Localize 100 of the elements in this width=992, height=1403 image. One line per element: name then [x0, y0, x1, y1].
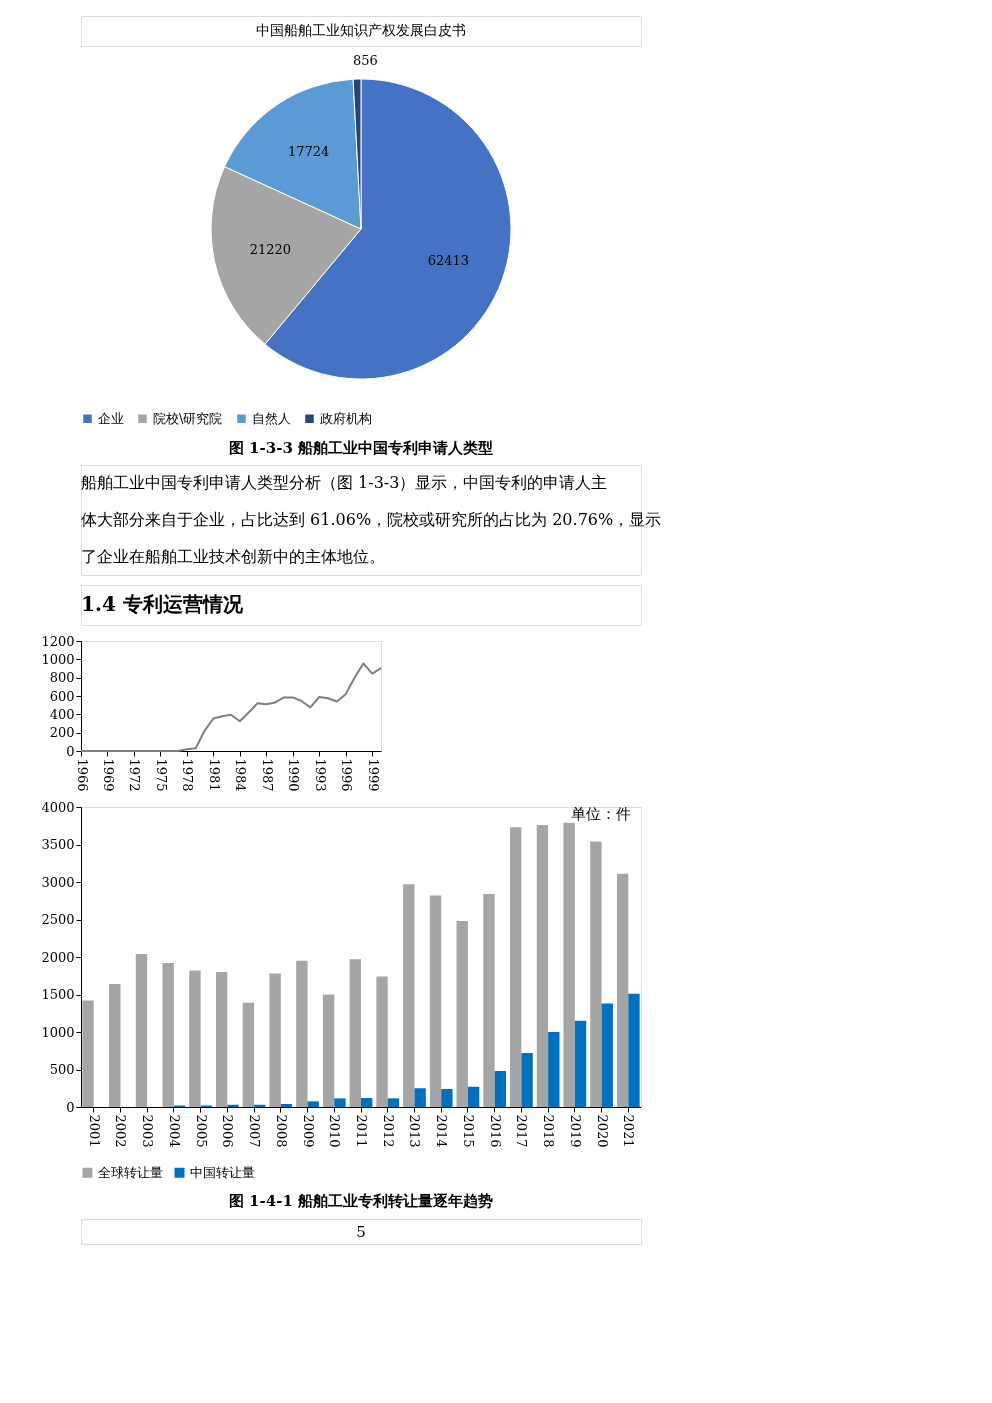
text: 5	[356, 1222, 366, 1241]
x-tick-label: 1978	[180, 758, 196, 792]
bar	[189, 970, 201, 1107]
bar	[376, 976, 388, 1107]
y-tick-label: 1500	[41, 987, 75, 1002]
x-tick-label: 2013	[407, 1114, 423, 1148]
bar	[494, 1071, 507, 1107]
x-tick-label: 2004	[166, 1114, 182, 1148]
bar	[82, 1000, 94, 1107]
y-tick-label: 1200	[41, 633, 75, 649]
y-tick-label: 2500	[41, 912, 75, 927]
bar	[162, 963, 174, 1107]
y-tick-label: 3000	[41, 874, 75, 890]
x-tick-label: 2020	[594, 1114, 610, 1148]
x-tick-label: 2005	[193, 1114, 209, 1148]
bar	[467, 1086, 480, 1107]
bar	[361, 1098, 373, 1107]
bar	[510, 827, 522, 1107]
bar	[387, 1098, 400, 1107]
x-tick-label: 2018	[541, 1114, 557, 1148]
bar	[456, 921, 468, 1107]
x-tick-label: 2006	[220, 1114, 236, 1148]
bar	[616, 873, 629, 1107]
x-tick-label: 1975	[153, 758, 169, 792]
y-tick-label: 500	[49, 1062, 75, 1077]
x-tick-label: 1972	[127, 758, 143, 792]
x-tick-label: 1981	[206, 758, 222, 792]
bar	[429, 895, 442, 1107]
y-tick-label: 1000	[41, 1024, 75, 1040]
bar	[135, 954, 148, 1107]
text: 了企业在船舶工业技术创新中的主体地位。	[81, 546, 385, 566]
x-tick-label: 2011	[354, 1114, 369, 1148]
legend-label: 院校\研究院	[153, 410, 223, 426]
bar	[349, 959, 361, 1107]
bar	[414, 1088, 426, 1107]
x-tick-label: 2019	[567, 1114, 583, 1148]
y-tick-label: 600	[49, 688, 75, 704]
text: 1.4 专利运营情况	[81, 592, 244, 616]
bar	[590, 841, 602, 1107]
bar	[334, 1098, 346, 1107]
legend-label: 中国转让量	[190, 1164, 255, 1180]
data-label: 21220	[249, 241, 291, 257]
bar	[109, 984, 121, 1107]
y-tick-label: 0	[66, 1099, 75, 1115]
text: 中国船舶工业知识产权发展白皮书	[256, 22, 466, 38]
y-tick-label: 1000	[41, 651, 75, 667]
bar	[403, 884, 415, 1107]
x-tick-label: 1966	[74, 758, 90, 792]
legend-label: 政府机构	[320, 410, 372, 426]
y-tick-label: 800	[49, 670, 75, 686]
x-tick-label: 1996	[339, 758, 355, 792]
x-tick-label: 2016	[487, 1114, 503, 1148]
x-tick-label: 2010	[327, 1114, 343, 1148]
legend-label: 企业	[98, 410, 124, 426]
bar	[242, 1002, 255, 1107]
x-tick-label: 2003	[140, 1114, 156, 1148]
x-tick-label: 1969	[100, 758, 116, 792]
legend-label: 自然人	[252, 410, 291, 426]
x-tick-label: 2002	[113, 1114, 129, 1148]
x-tick-label: 2008	[273, 1114, 289, 1148]
text: 船舶工业中国专利申请人类型分析（图 1-3-3）显示，中国专利的申请人主	[81, 473, 608, 493]
y-tick-label: 0	[66, 743, 75, 759]
bar	[280, 1104, 293, 1107]
bar	[563, 822, 575, 1107]
legend-label: 全球转让量	[98, 1164, 163, 1180]
bar	[296, 960, 308, 1107]
bar	[601, 1003, 613, 1107]
y-tick-label: 3500	[41, 837, 75, 852]
bar	[536, 825, 549, 1107]
annotation: 单位：件	[571, 805, 631, 823]
text: 体大部分来自于企业，占比达到 61.06%，院校或研究所的占比为 20.76%，显示	[81, 510, 662, 529]
data-label: 17724	[288, 144, 330, 160]
y-tick-label: 4000	[41, 799, 75, 815]
text: 图 1-3-3 船舶工业中国专利申请人类型	[228, 439, 494, 457]
text: 图 1-4-1 船舶工业专利转让量逐年趋势	[228, 1192, 494, 1210]
bar	[483, 894, 495, 1107]
data-label: 856	[353, 53, 378, 69]
x-tick-label: 2009	[300, 1114, 316, 1148]
x-tick-label: 2015	[460, 1114, 476, 1148]
x-tick-label: 1993	[312, 758, 328, 792]
y-tick-label: 400	[49, 706, 75, 722]
y-tick-label: 200	[49, 725, 75, 741]
x-tick-label: 2017	[514, 1114, 530, 1148]
data-label: 62413	[427, 252, 470, 268]
x-tick-label: 1987	[259, 758, 275, 792]
bar	[628, 993, 640, 1107]
x-tick-label: 2001	[86, 1114, 102, 1148]
bar	[215, 972, 228, 1107]
x-tick-label: 2014	[434, 1114, 450, 1148]
bar	[441, 1089, 453, 1107]
x-tick-label: 2012	[380, 1114, 396, 1148]
x-tick-label: 1984	[233, 758, 249, 792]
bar	[548, 1032, 560, 1107]
bar	[521, 1053, 533, 1107]
bar	[269, 973, 281, 1107]
bar	[227, 1104, 239, 1107]
bar	[322, 994, 335, 1107]
bar	[574, 1020, 587, 1107]
x-tick-label: 2007	[247, 1114, 263, 1148]
bar	[307, 1101, 319, 1107]
